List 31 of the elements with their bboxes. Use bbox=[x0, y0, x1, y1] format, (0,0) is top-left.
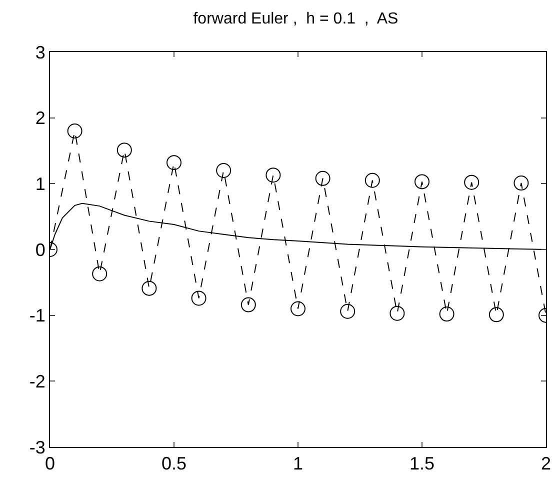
point bbox=[67, 124, 82, 138]
point bbox=[315, 170, 330, 186]
y-tick-label: 3 bbox=[35, 42, 46, 62]
point bbox=[488, 307, 504, 322]
point bbox=[464, 174, 480, 190]
point bbox=[439, 306, 454, 322]
y-tick-label: 0 bbox=[35, 240, 46, 260]
y-tick-label: 2 bbox=[35, 108, 46, 128]
x-tick-label: 1 bbox=[292, 454, 304, 474]
point bbox=[514, 176, 529, 191]
x-tick-label: 2 bbox=[540, 454, 552, 474]
y-tick-label: 1 bbox=[35, 174, 46, 194]
point bbox=[116, 142, 132, 158]
x-tick-label: 0.5 bbox=[161, 454, 187, 474]
point bbox=[266, 168, 281, 183]
point bbox=[340, 304, 356, 319]
y-tick-label: -2 bbox=[29, 371, 46, 392]
x-tick-label: 1.5 bbox=[409, 454, 435, 474]
point bbox=[216, 163, 232, 178]
y-tick-label: -1 bbox=[29, 306, 46, 326]
point bbox=[191, 290, 206, 306]
y-tick-label: -3 bbox=[29, 437, 46, 458]
point bbox=[92, 266, 108, 282]
point bbox=[142, 280, 157, 296]
point bbox=[390, 306, 405, 321]
point bbox=[364, 172, 380, 188]
point bbox=[414, 174, 430, 190]
point bbox=[290, 301, 306, 316]
point bbox=[166, 155, 182, 170]
point bbox=[240, 297, 256, 312]
chart-title: forward Euler , h = 0.1 , AS bbox=[193, 10, 398, 28]
